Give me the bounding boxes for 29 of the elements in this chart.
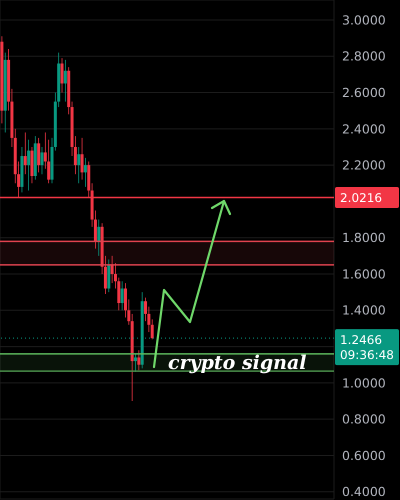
- y-tick-label: 1.0000: [342, 375, 386, 390]
- y-tick-label: 1.6000: [342, 266, 386, 282]
- y-tick-label: 0.8000: [342, 412, 386, 427]
- y-tick-label: 1.8000: [342, 230, 386, 246]
- annotation: crypto signal: [168, 352, 307, 374]
- candlestick: [77, 146, 80, 184]
- y-tick-label: 2.4000: [342, 121, 386, 136]
- candlestick: [97, 219, 100, 256]
- candlestick: [84, 157, 87, 188]
- y-tick-label: 3.0000: [342, 12, 386, 28]
- candlestick: [137, 350, 140, 371]
- candlestick: [64, 59, 67, 102]
- candlestick: [27, 139, 30, 191]
- candlestick: [24, 132, 27, 175]
- y-tick-label: 2.2000: [342, 158, 386, 173]
- candlestick: [60, 58, 64, 93]
- candlestick: [134, 353, 137, 372]
- candlestick: [37, 138, 40, 173]
- y-tick-label: 0.6000: [342, 448, 386, 463]
- candlestick: [80, 138, 84, 180]
- y-tick-label: 2.8000: [342, 48, 386, 64]
- ref-line-label: 2.0216: [340, 190, 382, 205]
- candlestick: [120, 280, 124, 311]
- ref-line-label: 1.2466 09:36:48: [340, 333, 394, 362]
- y-tick-label: 0.4000: [342, 484, 386, 500]
- candlestick: [107, 259, 110, 293]
- candlestick: [40, 146, 44, 175]
- y-tick-label: 2.6000: [342, 84, 386, 100]
- y-tick-label: 1.4000: [342, 302, 386, 318]
